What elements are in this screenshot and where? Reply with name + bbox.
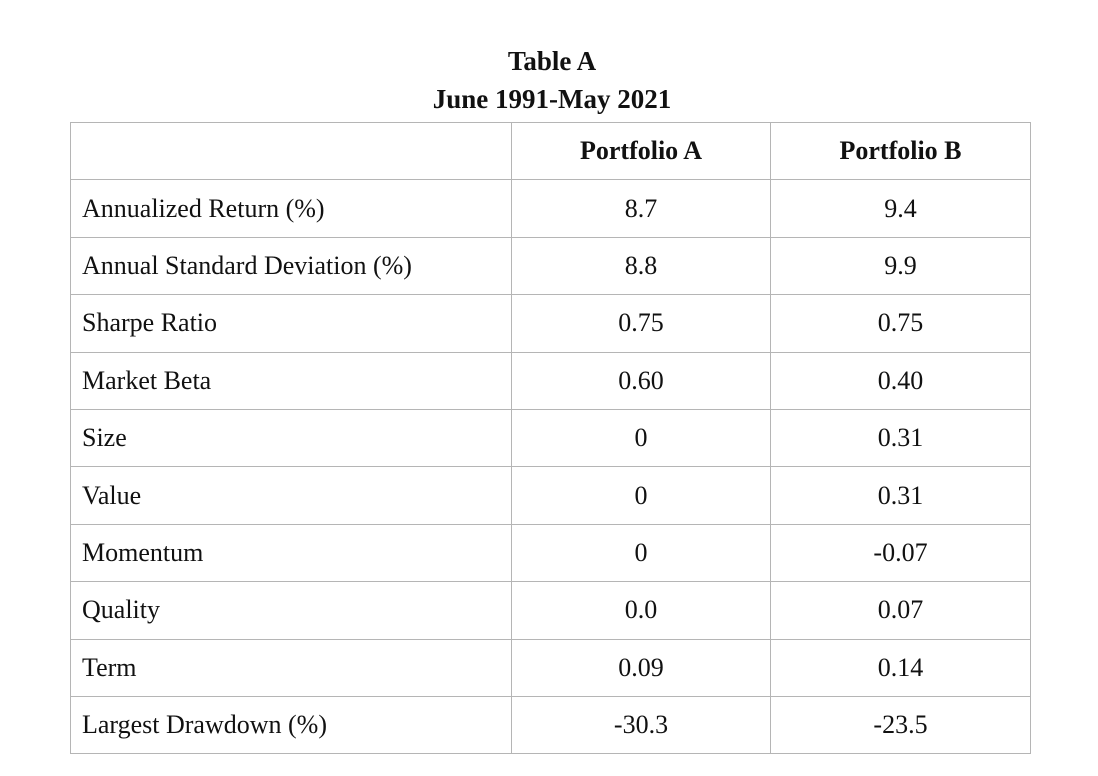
- row-label: Value: [70, 466, 512, 525]
- cell-value: 0.75: [511, 294, 771, 353]
- table-row: Term 0.09 0.14: [70, 638, 1031, 697]
- column-header: Portfolio A: [511, 121, 771, 181]
- table-row: Market Beta 0.60 0.40: [70, 351, 1031, 410]
- table-row: Momentum 0 -0.07: [70, 523, 1031, 583]
- cell-value: 0.31: [770, 408, 1031, 468]
- table-row: Quality 0.0 0.07: [70, 581, 1031, 640]
- cell-value: 9.4: [770, 179, 1031, 238]
- cell-value: 0: [511, 408, 771, 468]
- table-title: Table A: [507, 46, 597, 76]
- cell-value: 8.8: [511, 236, 771, 296]
- data-table: Portfolio A Portfolio B Annualized Return…: [70, 121, 1031, 755]
- cell-value: -30.3: [511, 695, 771, 755]
- cell-value: 8.7: [511, 179, 771, 238]
- table-row: Largest Drawdown (%) -30.3 -23.5: [70, 695, 1031, 755]
- cell-value: 9.9: [770, 236, 1031, 296]
- table-row: Annualized Return (%) 8.7 9.4: [70, 179, 1031, 238]
- row-label: Term: [70, 638, 512, 697]
- row-label: Largest Drawdown (%): [70, 695, 512, 755]
- cell-value: 0.40: [770, 351, 1031, 410]
- cell-value: 0.07: [770, 581, 1031, 640]
- row-label: Size: [70, 408, 512, 468]
- cell-value: -23.5: [770, 695, 1031, 755]
- cell-value: 0: [511, 523, 771, 583]
- table-row: Value 0 0.31: [70, 466, 1031, 525]
- cell-value: 0: [511, 466, 771, 525]
- table-subtitle: June 1991-May 2021: [432, 84, 672, 114]
- cell-value: 0.60: [511, 351, 771, 410]
- cell-value: 0.75: [770, 294, 1031, 353]
- row-label: Annualized Return (%): [70, 179, 512, 238]
- row-label: Momentum: [70, 523, 512, 583]
- table-row: Size 0 0.31: [70, 408, 1031, 468]
- cell-value: 0.09: [511, 638, 771, 697]
- column-header: Portfolio B: [770, 121, 1031, 181]
- row-label: Quality: [70, 581, 512, 640]
- header-row: Portfolio A Portfolio B: [70, 121, 1031, 181]
- cell-value: 0.31: [770, 466, 1031, 525]
- row-label: Sharpe Ratio: [70, 294, 512, 353]
- cell-value: 0.14: [770, 638, 1031, 697]
- row-label: Market Beta: [70, 351, 512, 410]
- table-row: Annual Standard Deviation (%) 8.8 9.9: [70, 236, 1031, 296]
- cell-value: -0.07: [770, 523, 1031, 583]
- row-label: Annual Standard Deviation (%): [70, 236, 512, 296]
- column-header: [70, 121, 512, 181]
- table-body: Annualized Return (%) 8.7 9.4 Annual Standa…: [70, 179, 1031, 755]
- table-row: Sharpe Ratio 0.75 0.75: [70, 294, 1031, 353]
- cell-value: 0.0: [511, 581, 771, 640]
